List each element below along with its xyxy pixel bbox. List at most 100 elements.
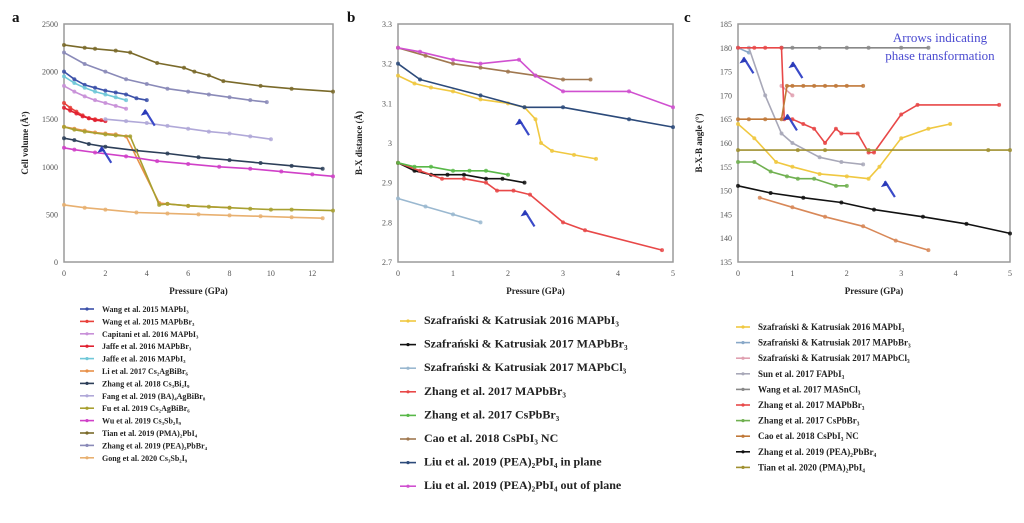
panel-c-data-point — [736, 148, 740, 153]
panel-b-data-point — [462, 176, 466, 181]
panel-a-data-point — [62, 145, 66, 150]
panel-b-data-point — [594, 156, 598, 161]
panel-b-data-point — [533, 117, 538, 122]
panel-b-legend-marker — [406, 343, 410, 347]
panel-c-data-point — [784, 83, 789, 88]
panel-c-data-point — [752, 45, 757, 50]
panel-a-data-point — [62, 124, 66, 129]
panel-a-legend-label: Tian et al. 2019 (PMA)₂PbI₄ — [102, 429, 198, 438]
panel-a-data-point — [186, 161, 191, 166]
panel-b-data-point — [418, 168, 422, 173]
panel-b-data-point — [451, 168, 455, 173]
panel-c-x-tick-label: 3 — [899, 269, 903, 278]
panel-c-x-tick-label: 1 — [790, 269, 794, 278]
panel-b-plot-frame — [397, 23, 674, 263]
panel-a-x-tick-label: 12 — [308, 269, 316, 278]
panel-a-data-point — [186, 126, 191, 131]
panel-a-data-point — [248, 98, 253, 103]
panel-a-phase-arrow-head — [97, 146, 106, 153]
panel-a-x-tick-label: 2 — [103, 269, 107, 278]
panel-c: c 135 140 145 150 155 160 165 170 175 180 185 0 1 2 3 4 5… — [684, 10, 1012, 472]
panel-c-legend-label: Zhang et al. 2019 (PEA)₂PbBr₄ — [758, 447, 876, 457]
panel-a-data-point — [165, 201, 170, 206]
panel-a-data-point — [165, 86, 170, 91]
panel-c-data-point — [779, 117, 784, 122]
panel-c-data-point — [839, 131, 844, 136]
panel-b-data-point — [423, 204, 428, 209]
panel-c-y-tick-label: 150 — [720, 187, 732, 196]
panel-b-data-point — [495, 188, 499, 193]
panel-c-data-point — [779, 45, 784, 50]
panel-c-data-point — [736, 183, 740, 188]
panel-a-series-line-8 — [63, 126, 334, 212]
panel-c-data-point — [839, 160, 844, 165]
panel-c-x-tick-label: 0 — [736, 269, 740, 278]
panel-c-data-point — [823, 214, 828, 219]
panel-c-data-point — [877, 164, 882, 169]
panel-c-y-tick-label: 175 — [720, 68, 732, 77]
panel-b-data-point — [660, 248, 664, 253]
panel-a-data-point — [82, 85, 87, 90]
panel-a-legend-marker — [85, 431, 89, 435]
panel-a-data-point — [62, 83, 66, 88]
panel-c-data-point — [872, 207, 876, 212]
panel-c-data-point — [790, 141, 795, 145]
panel-c-data-point — [790, 45, 795, 50]
panel-c-data-point — [986, 148, 991, 153]
panel-c-y-tick-label: 170 — [720, 91, 732, 100]
panel-a-data-point — [124, 92, 129, 97]
panel-c-series-line-7 — [738, 85, 864, 120]
panel-b-data-point — [467, 168, 472, 173]
panel-c-phase-arrow-head — [739, 57, 748, 64]
panel-a-data-point — [62, 42, 66, 47]
panel-a-data-point — [82, 94, 87, 99]
panel-c-x-tick-label: 4 — [954, 269, 958, 278]
panel-a-y-tick-label: 0 — [54, 258, 58, 267]
panel-c-y-tick-label: 135 — [720, 258, 732, 267]
panel-b-data-point — [500, 176, 505, 181]
panel-a-legend: Wang et al. 2015 MAPbI₃ Wang et al. 2015 … — [80, 305, 208, 463]
panel-c-legend-label: Zhang et al. 2017 MAPbBr₃ — [758, 400, 865, 410]
panel-b-phase-arrow-head — [515, 119, 523, 126]
panel-b-x-tick-label: 0 — [396, 269, 400, 278]
panel-b-data-point — [451, 57, 455, 62]
panel-c-data-point — [736, 121, 740, 126]
panel-a-data-point — [196, 155, 201, 160]
panel-c-data-point — [790, 83, 795, 88]
panel-a-data-point — [82, 205, 87, 210]
panel-b-data-point — [588, 77, 593, 82]
panel-a-x-tick-label: 10 — [267, 269, 275, 278]
panel-c-series-line-8 — [737, 185, 1011, 235]
panel-a-data-point — [128, 134, 133, 139]
panel-c-data-point — [872, 150, 876, 155]
panel-c-legend-marker — [741, 450, 745, 454]
panel-a-data-point — [264, 100, 269, 105]
panel-a-legend-label: Jaffe et al. 2016 MAPbBr₃ — [102, 342, 192, 351]
panel-c-series-line-5 — [738, 46, 1000, 154]
panel-b-data-point — [517, 57, 521, 62]
panel-a-data-point — [103, 132, 108, 137]
panel-c-phase-arrow-head — [782, 114, 791, 121]
panel-a-legend-marker — [85, 394, 89, 398]
panel-a-legend-label: Zhang et al. 2019 (PEA)₂PbBr₄ — [102, 441, 208, 450]
panel-a-data-point — [72, 127, 77, 132]
panel-c-data-point — [839, 200, 844, 205]
panel-a-legend-label: Gong et al. 2020 Cs₃Sb₂I₉ — [102, 454, 188, 463]
panel-c-data-point — [752, 160, 757, 165]
panel-b-x-tick-label: 3 — [561, 269, 565, 278]
panel-a-data-point — [310, 172, 315, 177]
panel-c-data-point — [866, 148, 871, 153]
panel-a-data-point — [62, 136, 66, 141]
panel-a-data-point — [72, 138, 77, 143]
panel-a-data-point — [227, 95, 232, 100]
panel-a-data-point — [279, 169, 284, 174]
panel-a-x-tick-label: 8 — [228, 269, 232, 278]
panel-c-data-point — [948, 121, 953, 126]
panel-c-data-point — [899, 45, 904, 50]
panel-a-data-point — [155, 159, 160, 164]
panel-a-data-point — [72, 77, 77, 82]
panel-a-data-point — [289, 86, 294, 91]
panel-b-legend-label: Szafrański & Katrusiak 2017 MAPbCl₃ — [424, 360, 627, 374]
panel-c-x-tick-label: 5 — [1008, 269, 1012, 278]
